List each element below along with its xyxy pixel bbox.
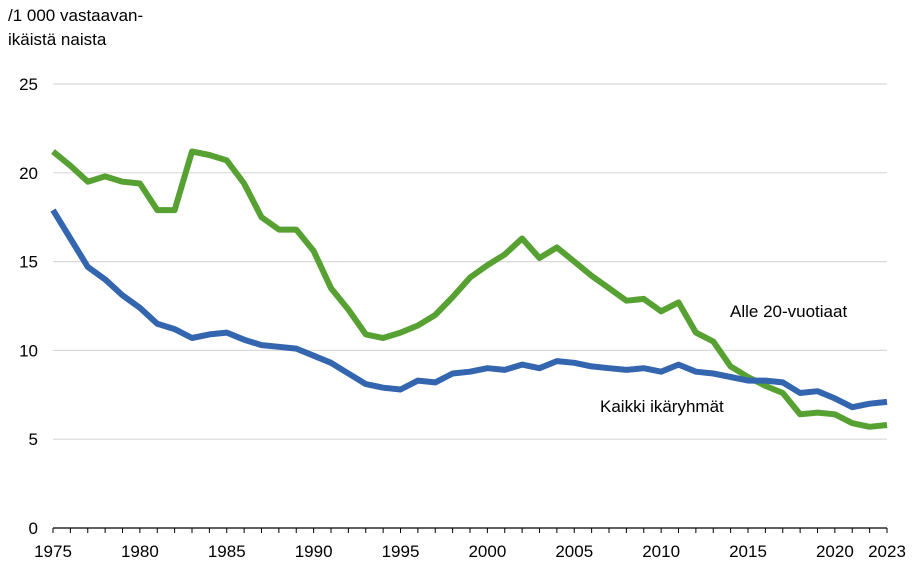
series-label-alle-20-vuotiaat: Alle 20-vuotiaat xyxy=(730,302,847,321)
y-tick-label-20: 20 xyxy=(19,164,38,183)
x-tick-label-2010: 2010 xyxy=(642,542,680,561)
y-tick-label-10: 10 xyxy=(19,341,38,360)
gridlines xyxy=(53,83,887,440)
y-tick-label-15: 15 xyxy=(19,253,38,272)
x-tick-label-1985: 1985 xyxy=(208,542,246,561)
x-tick-label-2005: 2005 xyxy=(555,542,593,561)
y-tick-label-5: 5 xyxy=(29,430,38,449)
x-tick-label-2000: 2000 xyxy=(468,542,506,561)
y-axis-unit-line-2: ikäistä naista xyxy=(8,30,107,49)
y-tick-label-0: 0 xyxy=(29,519,38,538)
y-axis-unit-line-1: /1 000 vastaavan- xyxy=(8,6,144,25)
x-tick-label-1995: 1995 xyxy=(382,542,420,561)
y-tick-label-25: 25 xyxy=(19,75,38,94)
y-axis-unit-label: /1 000 vastaavan- ikäistä naista xyxy=(8,4,143,52)
series-lines xyxy=(50,148,888,430)
x-tick-label-1975: 1975 xyxy=(34,542,72,561)
x-tick-label-2023: 2023 xyxy=(868,542,906,561)
series-line-0 xyxy=(51,148,888,430)
series-label-kaikki-ikaryhmat: Kaikki ikäryhmät xyxy=(600,397,724,416)
x-axis: 1975 1980 1985 1990 1995 2000 2005 2010 2015 2020… xyxy=(34,527,906,561)
x-tick-label-2020: 2020 xyxy=(816,542,854,561)
x-tick-label-2015: 2015 xyxy=(729,542,767,561)
x-tick-label-1980: 1980 xyxy=(121,542,159,561)
y-axis-ticks: 0 5 10 15 20 25 xyxy=(19,75,38,538)
x-tick-label-1990: 1990 xyxy=(295,542,333,561)
